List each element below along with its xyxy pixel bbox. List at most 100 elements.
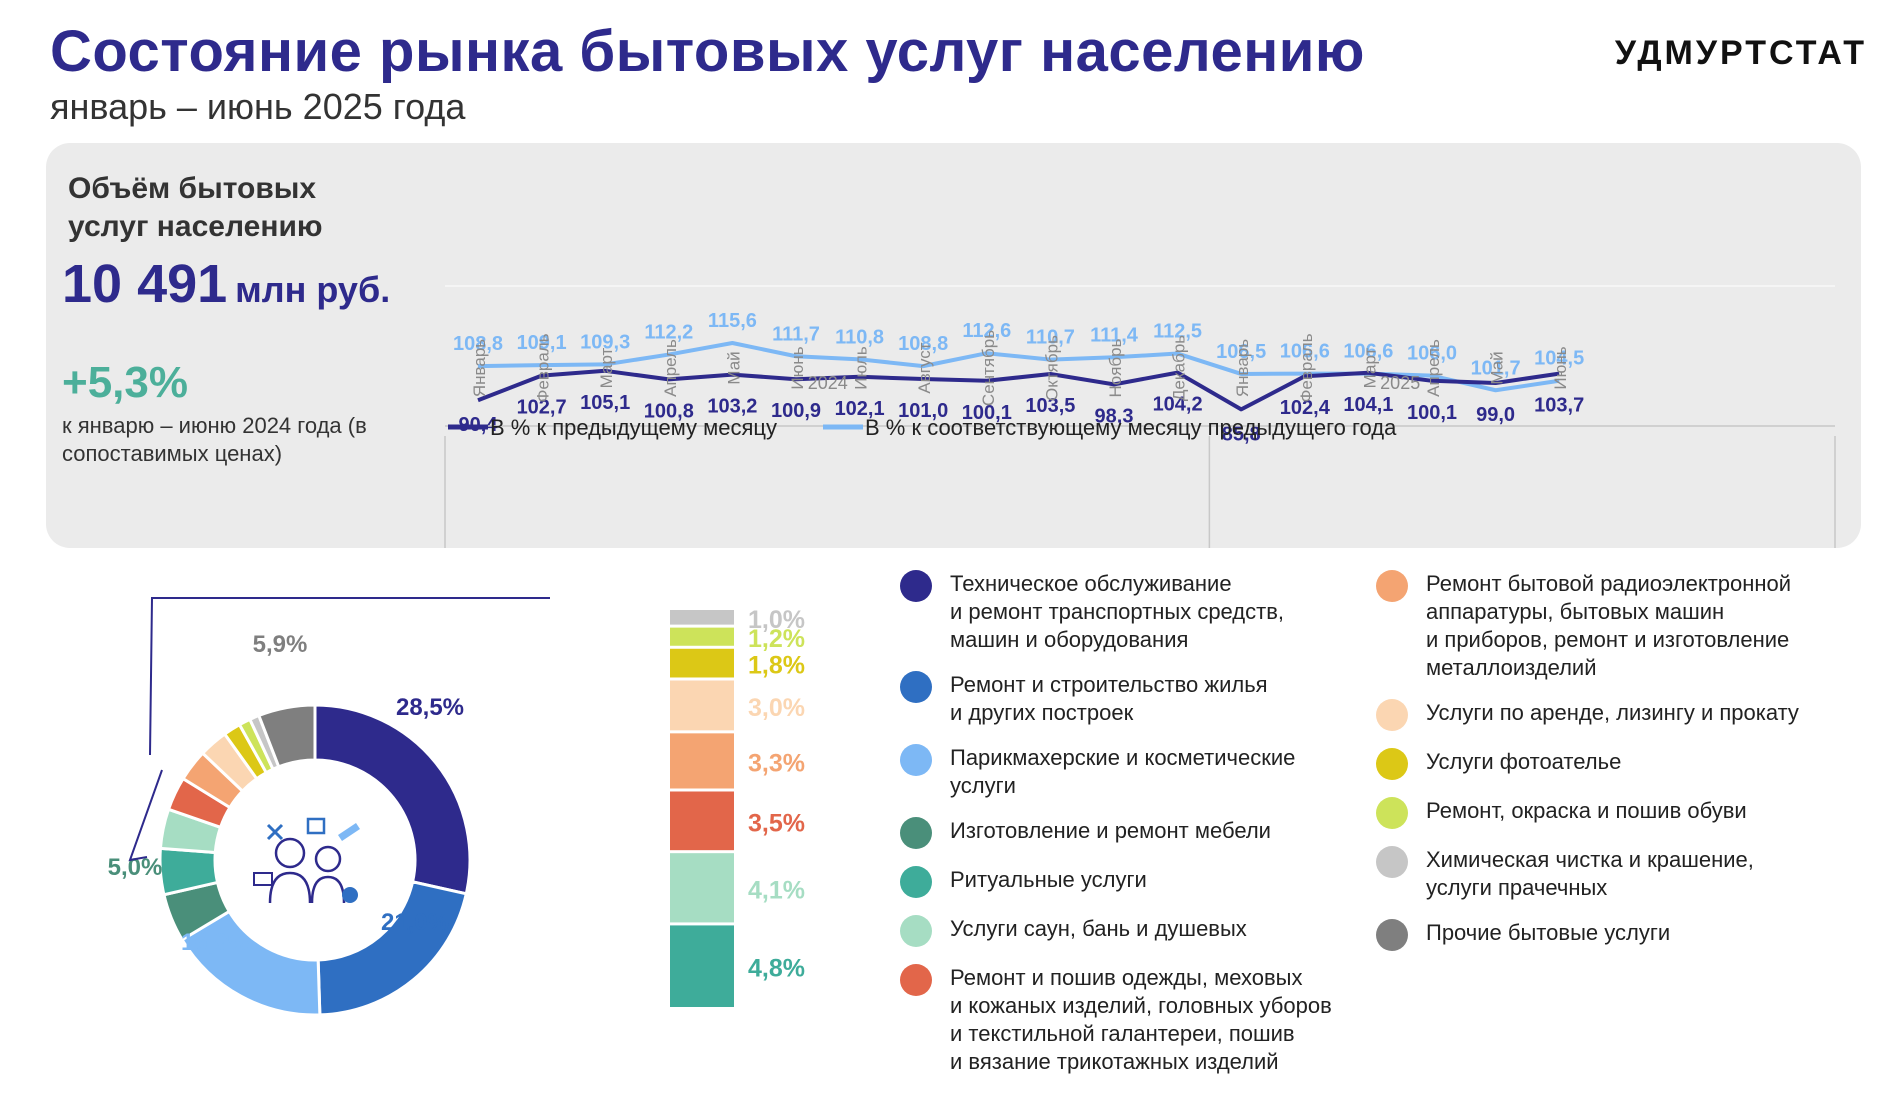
kpi-growth-note: к январю – июню 2024 года (в сопоставимы… bbox=[62, 413, 367, 466]
donut-slice-label: 28,5% bbox=[396, 694, 464, 721]
legend-item-label: Ритуальные услуги bbox=[950, 867, 1147, 892]
x-tick-label: Февраль bbox=[1297, 333, 1316, 402]
services-people-icon bbox=[253, 817, 360, 904]
stacked-segment-label: 1,2% bbox=[748, 625, 805, 653]
monthly-index-line-chart: 108,8 109,1 109,3 112,2 115,6 111,7 110,8 108,8… bbox=[444, 285, 1836, 548]
stacked-segment bbox=[670, 733, 734, 789]
x-tick-label: Апрель bbox=[1424, 339, 1443, 397]
breakdown-bracket bbox=[128, 597, 550, 862]
legend-item: Ремонт и строительство жилья и других пос… bbox=[900, 671, 1370, 727]
legend-swatch-icon bbox=[900, 671, 932, 703]
donut-slice-label: 5,9% bbox=[253, 631, 308, 658]
data-label-mom: 102,7 bbox=[517, 397, 567, 419]
data-label-mom: 98,3 bbox=[1095, 405, 1134, 427]
legend-item: Техническое обслуживание и ремонт транспо… bbox=[900, 570, 1370, 654]
legend-item-label: Ремонт, окраска и пошив обуви bbox=[1426, 798, 1747, 823]
legend-yoy-label: В % к соответствующему месяцу предыдущег… bbox=[865, 415, 1397, 440]
x-tick-label: Июль bbox=[852, 346, 871, 390]
x-tick-label: Май bbox=[724, 351, 743, 384]
legend-swatch-icon bbox=[1376, 797, 1408, 829]
data-label-mom: 100,8 bbox=[644, 400, 694, 422]
legend-swatch-icon bbox=[900, 817, 932, 849]
x-tick-label: Январь bbox=[1233, 339, 1252, 397]
bucket-icon bbox=[306, 817, 326, 835]
x-tick-label: Февраль bbox=[534, 333, 553, 402]
legend-item-label: Услуги по аренде, лизингу и прокату bbox=[1426, 700, 1799, 725]
donut-slice-label: 21,0% bbox=[381, 909, 449, 936]
person-head-icon bbox=[274, 837, 306, 869]
stacked-segment-label: 3,5% bbox=[748, 809, 805, 837]
data-label-yoy: 109,3 bbox=[580, 331, 630, 353]
data-label-yoy: 106,6 bbox=[1343, 341, 1393, 363]
data-label-mom: 101,0 bbox=[898, 400, 948, 422]
data-label-mom: 103,2 bbox=[707, 396, 757, 418]
legend-item-label: Услуги фотоателье bbox=[1426, 749, 1622, 774]
data-label-mom: 100,9 bbox=[771, 400, 821, 422]
legend-swatch-icon bbox=[900, 915, 932, 947]
stacked-segment bbox=[670, 925, 734, 1007]
spacer bbox=[220, 824, 240, 856]
data-label-yoy: 115,6 bbox=[708, 310, 757, 332]
data-label-yoy: 111,7 bbox=[772, 323, 820, 345]
data-label-yoy: 112,2 bbox=[644, 322, 693, 344]
x-tick-label: Август bbox=[915, 342, 934, 393]
stacked-segment bbox=[670, 627, 734, 646]
legend-swatch-icon bbox=[900, 866, 932, 898]
x-tick-label: Октябрь bbox=[1042, 335, 1061, 401]
legend-item-label: Ремонт и пошив одежды, меховых и кожаных … bbox=[950, 965, 1332, 1074]
data-label-mom: 85,8 bbox=[1222, 423, 1261, 445]
donut-slice-label: 5,0% bbox=[108, 854, 163, 881]
data-label-yoy: 112,5 bbox=[1153, 321, 1202, 343]
legend-item-label: Изготовление и ремонт мебели bbox=[950, 818, 1271, 843]
data-label-yoy: 111,4 bbox=[1090, 324, 1139, 346]
data-label-mom: 102,4 bbox=[1280, 397, 1331, 419]
stacked-segment-label: 1,8% bbox=[748, 652, 805, 680]
data-label-yoy: 106,6 bbox=[1280, 341, 1330, 363]
legend-item-label: Ремонт бытовой радиоэлектронной аппаратур… bbox=[1426, 571, 1792, 680]
legend-swatch-icon bbox=[1376, 570, 1408, 602]
legend-item: Ремонт и пошив одежды, меховых и кожаных … bbox=[900, 964, 1370, 1076]
donut-slice-label: 16,9% bbox=[181, 929, 249, 956]
data-label-mom: 99,0 bbox=[1476, 404, 1515, 426]
legend-item-label: Парикмахерские и косметические услуги bbox=[950, 745, 1296, 798]
brush-icon bbox=[338, 823, 360, 841]
donut-slice bbox=[313, 703, 472, 896]
legend-item-label: Ремонт и строительство жилья и других пос… bbox=[950, 672, 1268, 725]
kpi-value-number: 10 491 bbox=[62, 254, 228, 314]
series-mom-line bbox=[477, 368, 1560, 412]
legend-item: Услуги по аренде, лизингу и прокату bbox=[1376, 699, 1876, 731]
legend-swatch-icon bbox=[900, 744, 932, 776]
legend-left-column: Техническое обслуживание и ремонт транспо… bbox=[900, 570, 1370, 1093]
legend-swatch-icon bbox=[1376, 919, 1408, 951]
data-label-yoy: 108,8 bbox=[898, 333, 948, 355]
x-tick-label: Декабрь bbox=[1170, 335, 1189, 401]
x-tick-label: Июнь bbox=[788, 346, 807, 389]
stacked-segment-label: 4,1% bbox=[748, 876, 805, 904]
legend-item: Услуги фотоателье bbox=[1376, 748, 1876, 780]
data-label-mom: 105,1 bbox=[580, 392, 630, 414]
page-subtitle: январь – июнь 2025 года bbox=[50, 86, 466, 127]
volume-panel bbox=[46, 143, 1861, 548]
legend-item-label: Техническое обслуживание и ремонт транспо… bbox=[950, 571, 1285, 652]
page-title: Состояние рынка бытовых услуг населению bbox=[50, 19, 1365, 84]
data-label-mom: 102,1 bbox=[835, 398, 885, 420]
donut-slice bbox=[316, 880, 469, 1017]
legend-swatch-icon bbox=[900, 964, 932, 996]
data-label-yoy: 109,1 bbox=[517, 332, 567, 354]
legend-item: Ремонт, окраска и пошив обуви bbox=[1376, 797, 1876, 829]
data-label-mom: 100,1 bbox=[1407, 402, 1457, 424]
legend-item: Ритуальные услуги bbox=[900, 866, 1370, 898]
legend-item: Прочие бытовые услуги bbox=[1376, 919, 1876, 951]
kpi-value: 10 491 млн руб. bbox=[62, 253, 390, 315]
legend-item: Изготовление и ремонт мебели bbox=[900, 817, 1370, 849]
stacked-segment-label: 3,3% bbox=[748, 749, 805, 777]
stacked-segment bbox=[670, 791, 734, 851]
legend-item-label: Прочие бытовые услуги bbox=[1426, 920, 1671, 945]
legend-item: Парикмахерские и косметические услуги bbox=[900, 744, 1370, 800]
legend-item: Услуги саун, бань и душевых bbox=[900, 915, 1370, 947]
x-tick-label: Март bbox=[1360, 347, 1379, 388]
scissors-icon bbox=[266, 823, 284, 841]
data-label-mom: 100,1 bbox=[962, 402, 1012, 424]
x-tick-label: Январь bbox=[470, 339, 489, 397]
data-label-yoy: 101,7 bbox=[1471, 357, 1521, 379]
